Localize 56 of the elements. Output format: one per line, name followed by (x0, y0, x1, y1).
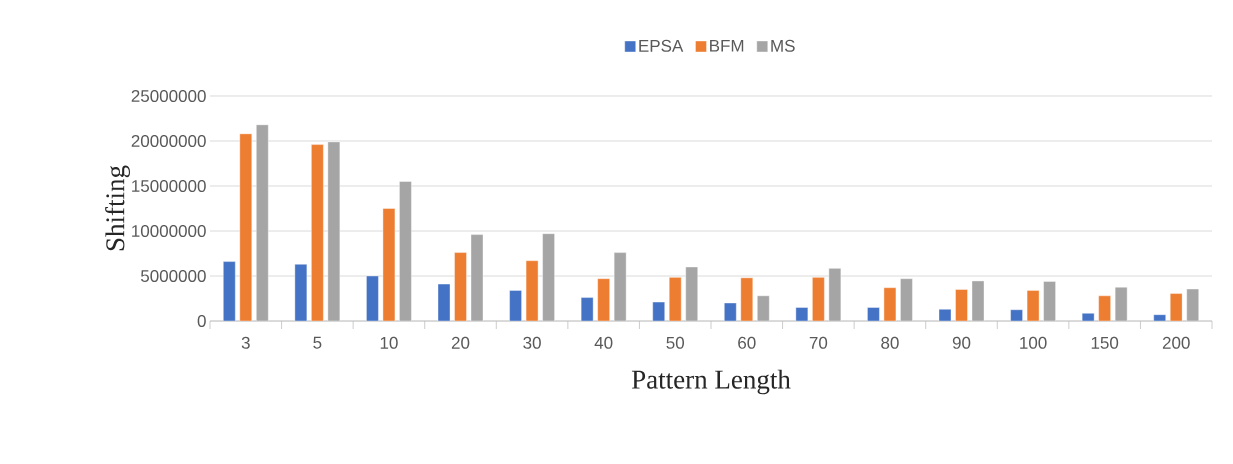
bar (613, 252, 627, 321)
x-tick-label: 10 (380, 336, 398, 349)
x-tick-label: 150 (1091, 336, 1119, 349)
bar (1010, 309, 1023, 321)
y-tick-label: 10000000 (132, 224, 206, 238)
y-tick-label: 20000000 (131, 134, 206, 148)
bar (311, 144, 324, 321)
x-tick-label: 20 (451, 336, 470, 349)
bar (1114, 287, 1128, 321)
bar (900, 278, 913, 321)
x-tick-label: 70 (809, 336, 828, 349)
y-tick-label: 0 (197, 314, 206, 328)
x-tick-label: 80 (881, 336, 899, 349)
bar (580, 297, 594, 321)
bar (542, 233, 555, 321)
y-tick-label: 15000000 (132, 179, 206, 193)
bar (652, 301, 665, 321)
bar (399, 181, 412, 321)
legend-label: BFM (710, 39, 744, 52)
bar (509, 290, 522, 321)
bar (454, 252, 467, 321)
bar (938, 309, 952, 321)
bar (1043, 281, 1056, 321)
x-tick-label: 40 (594, 336, 613, 349)
x-tick-label: 100 (1020, 336, 1047, 349)
bar (437, 283, 451, 321)
bar (724, 302, 737, 321)
bar (828, 268, 842, 321)
bar (795, 307, 809, 321)
y-tick-label: 25000000 (131, 89, 206, 103)
y-axis-title: Shifting (105, 165, 130, 251)
bar (223, 261, 236, 321)
x-tick-label: 60 (738, 336, 756, 349)
bar (971, 280, 985, 321)
x-axis-title: Pattern Length (631, 369, 791, 395)
bar (256, 124, 269, 321)
x-tick-label: 200 (1162, 336, 1190, 349)
bar (867, 307, 880, 321)
bar (294, 264, 308, 321)
bar (470, 234, 484, 321)
bar (366, 275, 379, 321)
bar (327, 141, 341, 321)
bar (1153, 314, 1166, 321)
legend-label: MS (771, 39, 795, 52)
bar (1081, 313, 1095, 321)
x-tick-label: 50 (666, 336, 685, 349)
x-tick-label: 5 (313, 336, 322, 349)
bar (239, 133, 252, 321)
bar (757, 295, 770, 321)
x-tick-label: 30 (523, 336, 541, 349)
legend-label: EPSA (639, 39, 684, 52)
x-tick-label: 90 (952, 336, 971, 349)
y-tick-label: 5000000 (140, 269, 206, 283)
x-tick-label: 3 (241, 336, 250, 349)
bar (685, 266, 698, 321)
bar (1186, 288, 1199, 321)
